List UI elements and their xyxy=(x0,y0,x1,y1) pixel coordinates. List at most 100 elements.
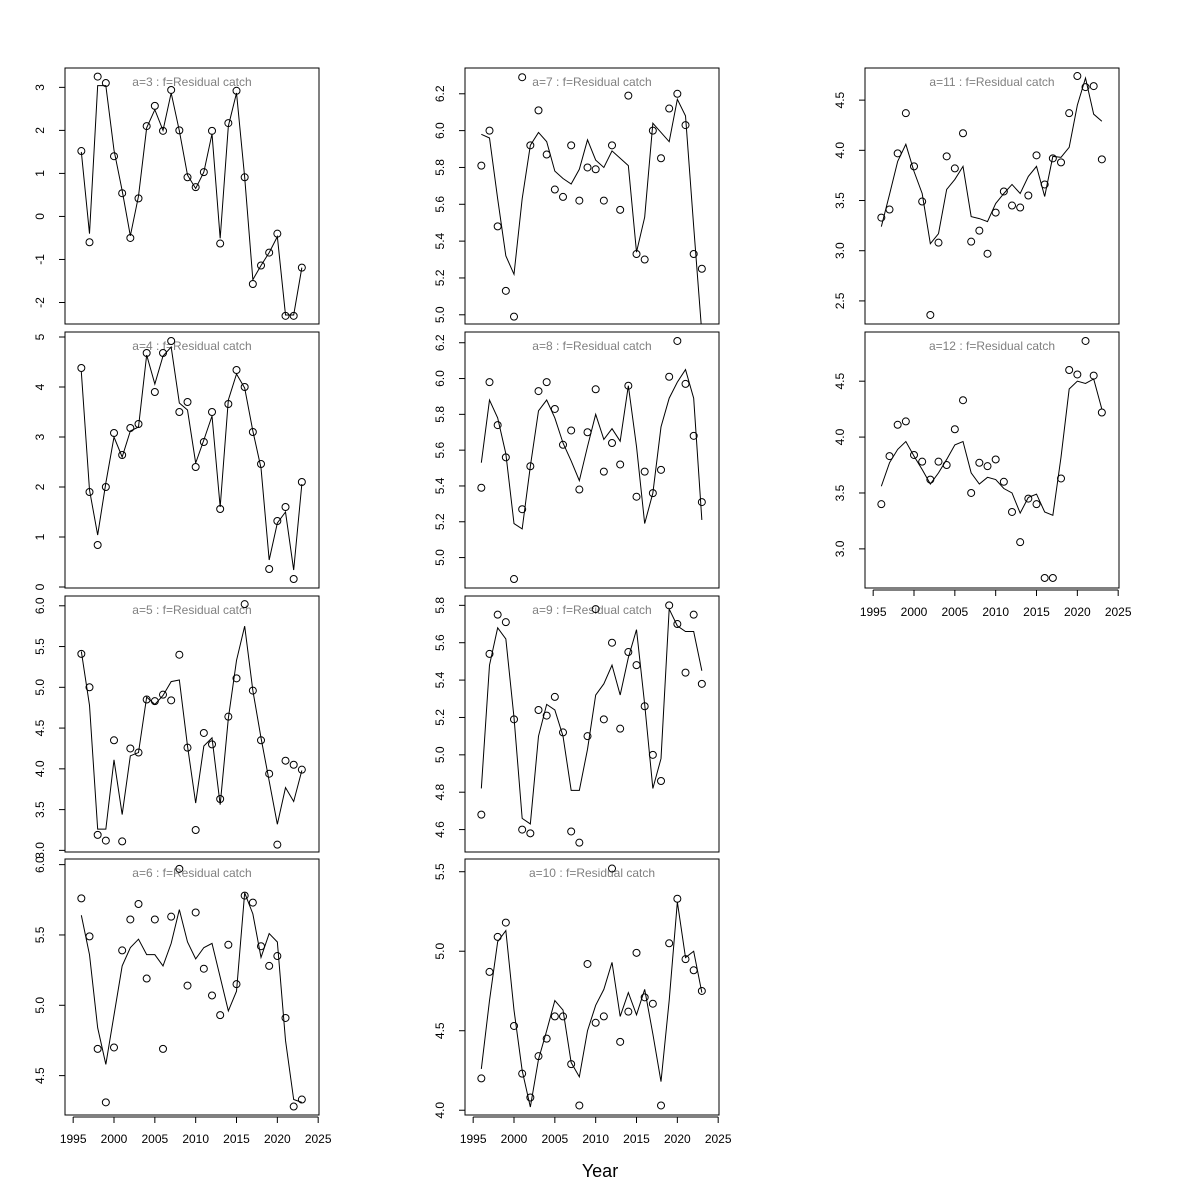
observed-point xyxy=(608,141,617,150)
y-tick-label: 2.5 xyxy=(833,292,847,309)
observed-point xyxy=(1024,494,1033,503)
observed-point xyxy=(501,918,510,927)
observed-point xyxy=(175,864,184,873)
y-tick-label: 5 xyxy=(33,333,47,340)
observed-point xyxy=(1097,155,1106,164)
observed-point xyxy=(534,106,543,115)
panel-title: a=12 : f=Residual catch xyxy=(929,339,1055,353)
observed-point xyxy=(681,379,690,388)
y-tick-label: 4.6 xyxy=(433,821,447,838)
observed-point xyxy=(216,1011,225,1020)
observed-point xyxy=(485,967,494,976)
y-tick-label: 0 xyxy=(33,583,47,590)
panel: a=6 : f=Residual catch 4.5 5.0 5.5 6.0 1995 20… xyxy=(33,856,332,1146)
panel: a=8 : f=Residual catch 5.0 5.2 5.4 5.6 5.8 6.0… xyxy=(433,331,720,589)
observed-point xyxy=(983,249,992,258)
y-tick-label: 1 xyxy=(33,533,47,540)
observed-point xyxy=(559,440,568,449)
x-tick-label: 2015 xyxy=(1023,605,1050,619)
y-tick-label: 5.6 xyxy=(433,441,447,458)
plot-frame xyxy=(64,595,320,853)
observed-point xyxy=(281,503,290,511)
observed-point xyxy=(199,964,208,973)
observed-point xyxy=(240,600,249,609)
y-tick-label: 3.5 xyxy=(833,484,847,501)
x-tick-label: 1995 xyxy=(860,605,887,619)
x-tick-label: 2005 xyxy=(141,1132,168,1146)
observed-point xyxy=(208,408,217,416)
observed-point xyxy=(624,1007,633,1016)
y-tick-label: 6.2 xyxy=(433,85,447,102)
observed-point xyxy=(640,467,649,476)
y-tick-label: 5.5 xyxy=(433,863,447,880)
y-tick-label: 4.0 xyxy=(833,142,847,159)
observed-point xyxy=(657,1101,666,1110)
observed-point xyxy=(85,683,94,692)
observed-point xyxy=(191,908,200,917)
x-tick-label: 2005 xyxy=(941,605,968,619)
observed-point xyxy=(526,829,535,838)
observed-point xyxy=(150,915,159,924)
observed-point xyxy=(518,505,527,514)
observed-point xyxy=(110,429,119,437)
observed-point xyxy=(1016,538,1025,547)
y-tick-label: 5.0 xyxy=(433,746,447,763)
observed-point xyxy=(575,1101,584,1110)
x-tick-label: 2025 xyxy=(305,1132,332,1146)
observed-point xyxy=(273,840,282,849)
y-tick-label: 4.8 xyxy=(433,784,447,801)
y-tick-label: 4.0 xyxy=(33,760,47,777)
observed-point xyxy=(1089,371,1098,380)
y-tick-label: 3.5 xyxy=(833,192,847,209)
x-tick-label: 2010 xyxy=(182,1132,209,1146)
panel: a=3 : f=Residual catch -2 -1 0 1 2 3 xyxy=(33,67,320,325)
observed-point xyxy=(510,1021,519,1030)
observed-point xyxy=(216,239,225,248)
observed-point xyxy=(1024,191,1033,200)
observed-point xyxy=(697,679,706,688)
observed-point xyxy=(599,467,608,476)
observed-point xyxy=(648,750,657,759)
observed-point xyxy=(632,492,641,501)
panel-title: a=6 : f=Residual catch xyxy=(132,866,251,880)
y-tick-label: 3 xyxy=(33,84,47,91)
observed-point xyxy=(110,1043,119,1052)
observed-point xyxy=(673,894,682,903)
y-tick-label: 3.0 xyxy=(833,242,847,259)
observed-point xyxy=(1032,500,1041,509)
observed-point xyxy=(232,366,241,374)
panel-title: a=10 : f=Residual catch xyxy=(529,866,655,880)
observed-point xyxy=(1065,109,1074,118)
observed-point xyxy=(477,810,486,819)
x-axis-label: Year xyxy=(582,1161,618,1181)
observed-point xyxy=(591,165,600,174)
observed-point xyxy=(1008,507,1017,516)
observed-point xyxy=(526,1093,535,1102)
panel: a=5 : f=Residual catch 3.0 3.5 4.0 4.5 5.0 5.5… xyxy=(33,595,320,859)
observed-point xyxy=(118,837,127,846)
y-tick-label: 4.5 xyxy=(33,719,47,736)
observed-point xyxy=(542,378,551,387)
observed-point xyxy=(208,991,217,1000)
observed-point xyxy=(616,205,625,214)
x-tick-label: 2025 xyxy=(705,1132,732,1146)
observed-point xyxy=(608,438,617,447)
plot-frame xyxy=(64,331,320,589)
observed-point xyxy=(616,724,625,733)
observed-point xyxy=(877,213,886,222)
observed-point xyxy=(501,618,510,627)
observed-point xyxy=(93,72,102,81)
observed-point xyxy=(1097,408,1106,417)
y-tick-label: 5.8 xyxy=(433,406,447,423)
y-tick-label: 6.0 xyxy=(433,370,447,387)
fitted-line xyxy=(880,76,1103,245)
observed-point xyxy=(673,620,682,629)
observed-point xyxy=(77,364,86,372)
observed-point xyxy=(183,981,192,990)
observed-point xyxy=(534,705,543,714)
observed-point xyxy=(657,154,666,163)
observed-point xyxy=(665,939,674,948)
observed-point xyxy=(297,765,306,774)
observed-point xyxy=(257,261,266,270)
observed-point xyxy=(1081,336,1090,345)
